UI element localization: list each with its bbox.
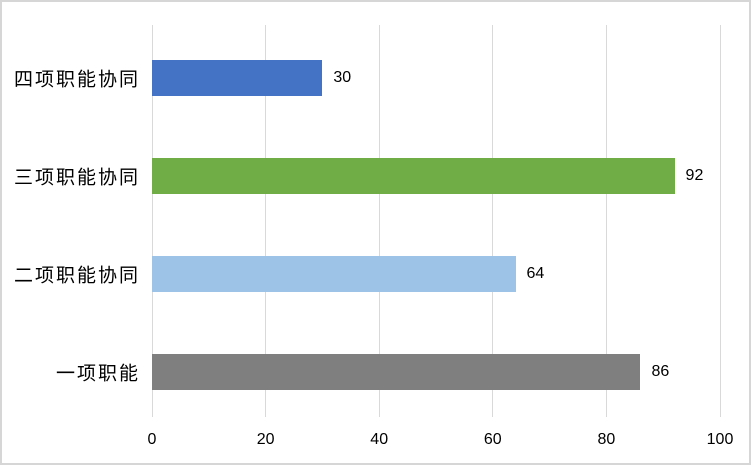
gridline: [605, 25, 607, 417]
gridline: [151, 25, 153, 417]
x-axis-tick-label: 100: [706, 431, 734, 448]
data-label: 64: [526, 265, 545, 282]
x-axis-tick-label: 60: [483, 431, 502, 448]
data-label: 92: [685, 167, 704, 184]
category-label: 一项职能: [55, 363, 140, 385]
x-axis-tick-label: 80: [597, 431, 616, 448]
data-label: 30: [333, 69, 352, 86]
x-axis-tick-label: 20: [256, 431, 275, 448]
gridline: [719, 25, 721, 417]
x-axis-tick-label: 0: [147, 431, 157, 448]
data-label: 86: [651, 363, 670, 380]
bar: [152, 158, 675, 194]
x-axis-tick-label: 40: [370, 431, 389, 448]
category-label: 二项职能协同: [13, 265, 140, 287]
gridline: [492, 25, 494, 417]
category-label: 四项职能协同: [13, 69, 140, 91]
bar: [152, 60, 323, 96]
gridline: [378, 25, 380, 417]
bar: [152, 256, 516, 292]
gridline: [265, 25, 267, 417]
bar: [152, 354, 641, 390]
category-label: 三项职能协同: [13, 167, 140, 189]
